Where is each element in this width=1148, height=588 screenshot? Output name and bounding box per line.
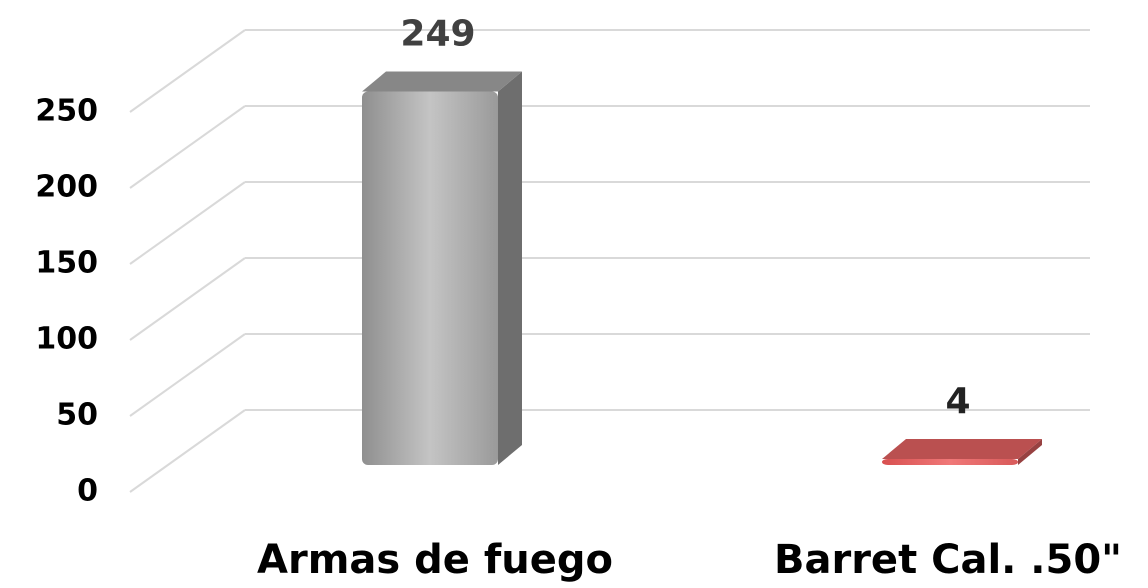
x-tick-label: Armas de fuego <box>257 537 613 583</box>
bar <box>362 71 522 465</box>
grid-line <box>129 105 246 189</box>
x-tick-label: Barret Cal. .50" <box>774 537 1122 583</box>
value-label: 4 <box>945 381 970 422</box>
bar <box>882 439 1042 465</box>
y-tick-label: 150 <box>35 246 98 281</box>
y-tick-label: 200 <box>35 170 98 205</box>
grid-line <box>129 181 246 265</box>
grid-line <box>129 257 246 341</box>
y-tick-label: 100 <box>35 322 98 357</box>
y-tick-label: 0 <box>77 474 98 509</box>
grid-line <box>129 29 246 113</box>
y-tick-label: 50 <box>56 398 98 433</box>
value-label: 249 <box>400 14 475 55</box>
grid-line <box>129 409 246 493</box>
y-tick-label: 250 <box>35 94 98 129</box>
grid-line <box>129 333 246 417</box>
